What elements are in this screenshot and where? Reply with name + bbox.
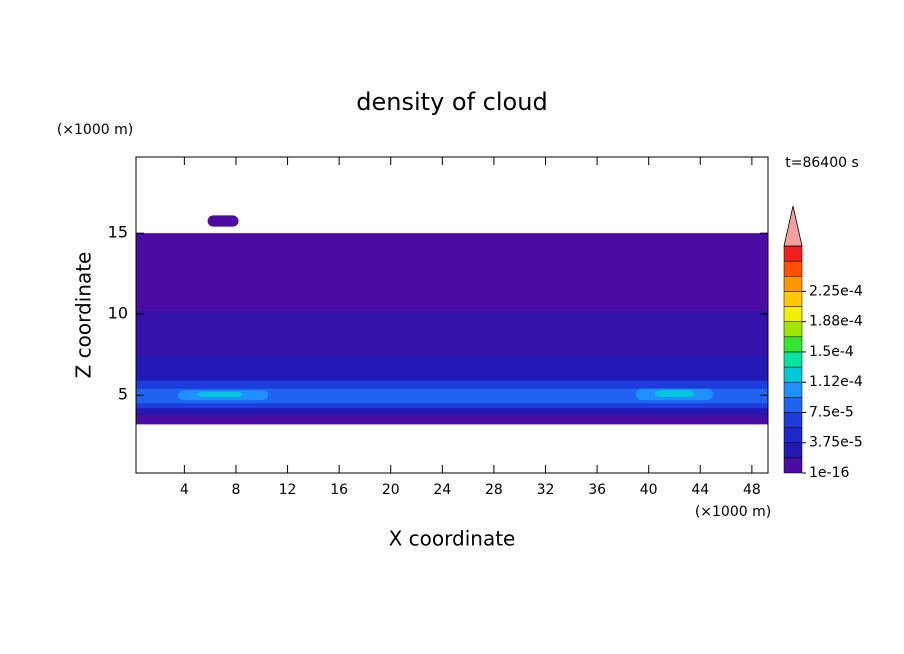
plot-frame [135,156,769,474]
colorbar-swatch [783,321,803,338]
colorbar-label: 1e-16 [809,465,849,481]
x-tick-label: 28 [485,482,503,498]
x-tick-label: 12 [279,482,297,498]
colorbar-swatch [783,276,803,292]
colorbar-label: 1.88e-4 [809,314,863,330]
colorbar-swatch [783,397,803,413]
colorbar-swatch [783,351,803,368]
contour-region [207,215,239,227]
colorbar-swatch [783,336,803,353]
x-tick-label: 24 [433,482,451,498]
colorbar-label: 1.12e-4 [809,374,863,390]
colorbar-swatch [783,412,803,428]
colorbar-label: 7.5e-5 [809,404,854,420]
y-unit: (×1000 m) [57,122,133,138]
x-tick-label: 16 [330,482,348,498]
y-tick-label: 10 [108,304,128,323]
colorbar-swatch [783,245,803,262]
colorbar-swatch [783,381,803,398]
contour-region [136,388,768,404]
chart-title: density of cloud [356,88,547,116]
colorbar-overflow [783,205,803,247]
contour-region [655,390,694,397]
colorbar-swatch [783,442,803,459]
colorbar-swatch [783,427,803,443]
x-axis-label: X coordinate [389,527,516,551]
y-tick-label: 15 [108,223,128,242]
x-tick-label: 48 [743,482,761,498]
x-tick-label: 4 [180,482,189,498]
x-tick-label: 8 [231,482,240,498]
contour-region [197,391,243,397]
x-unit: (×1000 m) [695,504,771,520]
colorbar-swatch [783,306,803,322]
colorbar-swatch [783,291,803,307]
x-tick-label: 32 [537,482,555,498]
x-tick-label: 20 [382,482,400,498]
colorbar-label: 2.25e-4 [809,283,863,299]
x-tick-label: 40 [640,482,658,498]
colorbar-label: 1.5e-4 [809,344,854,360]
annotation: t=86400 s [785,155,859,171]
x-tick-label: 44 [691,482,709,498]
colorbar-label: 3.75e-5 [809,435,863,451]
y-tick-label: 5 [118,385,128,404]
colorbar-swatch [783,366,803,383]
colorbar-swatch [783,457,803,474]
x-tick-label: 36 [588,482,606,498]
y-axis-label: Z coordinate [72,252,96,379]
colorbar-swatch [783,260,803,277]
